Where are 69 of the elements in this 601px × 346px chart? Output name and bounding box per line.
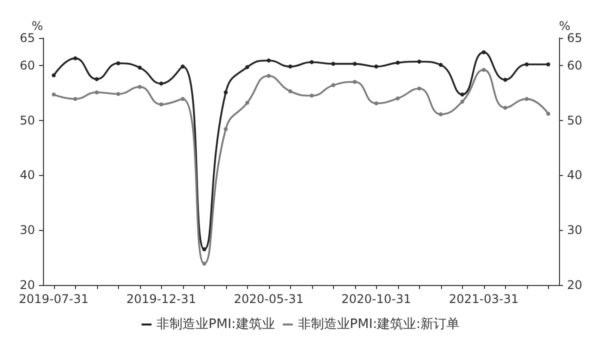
point bbox=[482, 50, 486, 54]
y2-tick-label: 30 bbox=[567, 223, 582, 238]
point bbox=[116, 61, 120, 66]
y-tick-label: 65 bbox=[20, 31, 35, 45]
point bbox=[546, 112, 550, 116]
point bbox=[374, 101, 378, 106]
point bbox=[417, 60, 422, 64]
point bbox=[288, 89, 292, 94]
point bbox=[396, 96, 400, 100]
point bbox=[94, 90, 99, 94]
y2-tick-label: 60 bbox=[567, 58, 582, 72]
point bbox=[460, 100, 464, 104]
point bbox=[438, 112, 443, 116]
point bbox=[224, 90, 228, 94]
point bbox=[352, 80, 357, 84]
point bbox=[266, 58, 271, 63]
point bbox=[94, 77, 99, 82]
x-tick-label: 2019-12-31 bbox=[126, 292, 196, 306]
point bbox=[503, 106, 508, 110]
y-tick-label: 50 bbox=[20, 113, 35, 128]
point bbox=[202, 262, 206, 266]
legend-label: 非制造业PMI:建筑业:新订单 bbox=[298, 317, 460, 332]
point bbox=[52, 73, 56, 78]
point bbox=[524, 96, 529, 101]
point bbox=[460, 92, 464, 97]
point bbox=[180, 64, 185, 69]
point bbox=[73, 96, 78, 101]
y-tick-label: 30 bbox=[20, 223, 35, 238]
point bbox=[331, 83, 336, 88]
point bbox=[266, 74, 271, 78]
y2-tick-label: 50 bbox=[567, 113, 582, 128]
point bbox=[288, 64, 292, 69]
point bbox=[245, 65, 250, 70]
legend-label: 非制造业PMI:建筑业 bbox=[156, 317, 275, 332]
point bbox=[138, 66, 142, 70]
point bbox=[524, 62, 529, 66]
point bbox=[331, 62, 336, 66]
point bbox=[310, 60, 314, 64]
y-axis-title: % bbox=[32, 19, 43, 33]
point bbox=[417, 86, 422, 90]
point bbox=[202, 247, 206, 252]
point bbox=[374, 64, 378, 69]
y2-tick-label: 40 bbox=[567, 168, 582, 182]
x-tick-label: 2019-07-31 bbox=[18, 292, 89, 306]
point bbox=[116, 92, 120, 96]
point bbox=[546, 62, 550, 66]
point bbox=[159, 102, 164, 106]
y-tick-label: 40 bbox=[20, 168, 35, 182]
point bbox=[138, 84, 142, 89]
point bbox=[180, 96, 185, 101]
y-tick-label: 20 bbox=[20, 278, 35, 292]
point bbox=[245, 100, 250, 105]
y2-tick-label: 20 bbox=[567, 278, 582, 292]
point bbox=[352, 62, 357, 66]
point bbox=[52, 92, 56, 97]
point bbox=[73, 56, 78, 60]
point bbox=[396, 60, 400, 65]
point bbox=[503, 78, 508, 82]
point bbox=[310, 94, 314, 98]
point bbox=[159, 82, 164, 86]
y2-tick-label: 65 bbox=[567, 31, 582, 45]
point bbox=[438, 62, 443, 67]
y-tick-label: 60 bbox=[20, 58, 35, 72]
point bbox=[482, 68, 486, 72]
y2-axis-title: % bbox=[559, 19, 570, 33]
x-tick-label: 2020-05-31 bbox=[234, 292, 304, 306]
x-tick-label: 2020-10-31 bbox=[341, 292, 412, 306]
point bbox=[224, 127, 228, 132]
x-tick-label: 2021-03-31 bbox=[448, 292, 519, 306]
